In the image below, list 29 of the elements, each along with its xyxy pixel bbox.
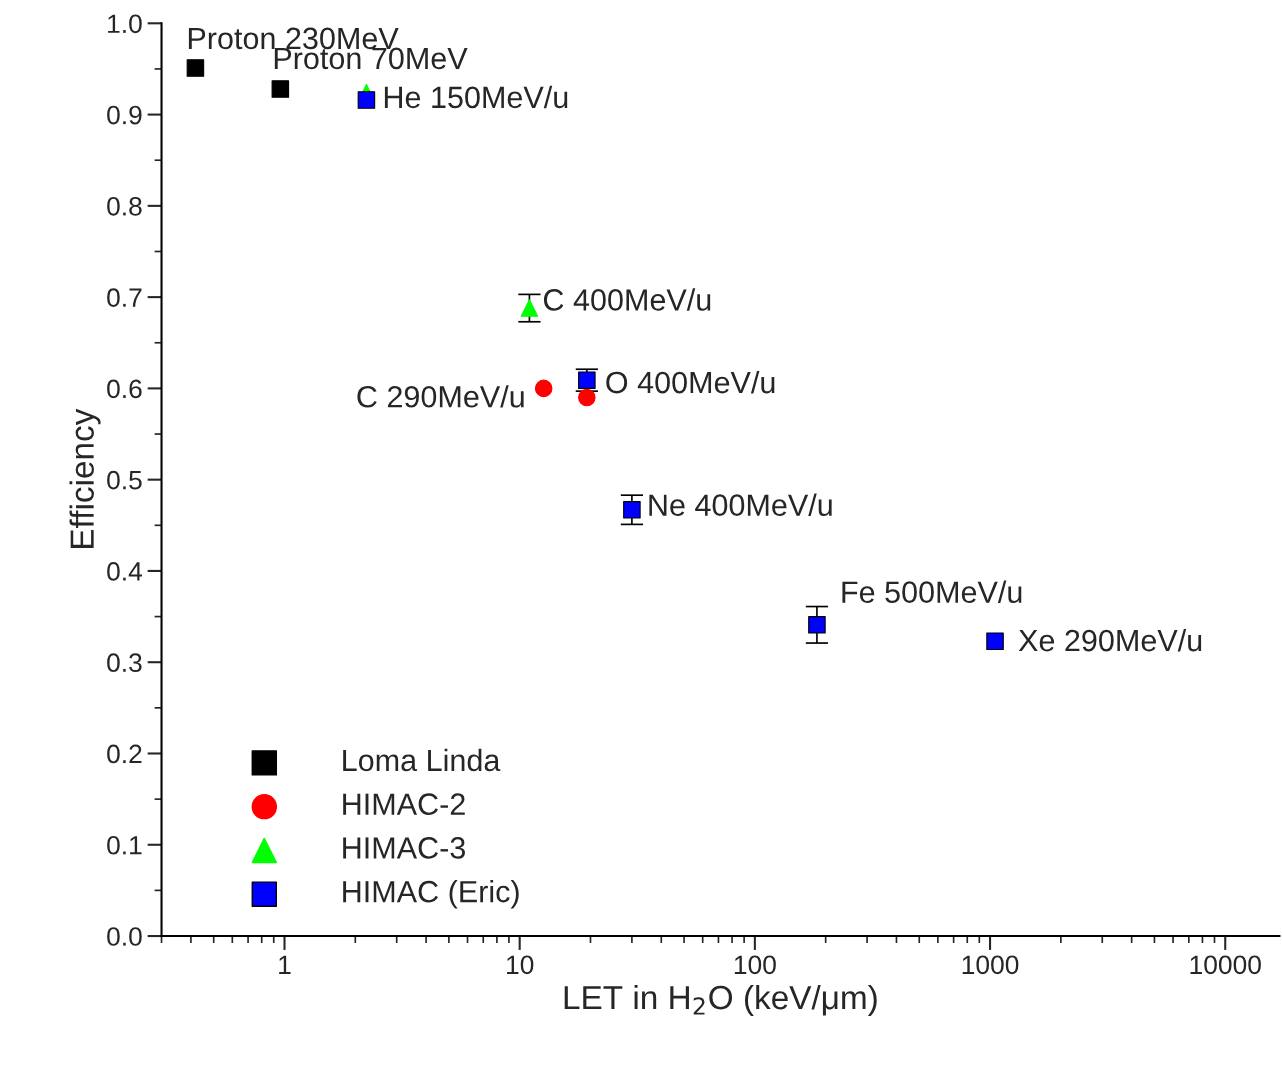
annotation: O 400MeV/u — [606, 370, 775, 394]
x-tick-label: 100 — [734, 955, 776, 975]
legend-label: HIMAC-2 — [343, 793, 465, 815]
x-tick-label: 10 — [507, 955, 534, 975]
legend-label: HIMAC-3 — [343, 837, 465, 859]
y-tick-label: 0.7 — [107, 288, 142, 307]
annotation: He 150MeV/u — [384, 85, 568, 109]
annotation: C 400MeV/u — [543, 288, 711, 311]
y-tick-label: 0.2 — [107, 744, 142, 764]
y-tick-label: 0.9 — [107, 105, 142, 125]
y-axis-title: Efficiency — [69, 408, 101, 548]
y-tick-label: 0.8 — [107, 196, 142, 216]
legend-label: Loma Linda — [343, 748, 501, 772]
annotation: Fe 500MeV/u — [842, 580, 1022, 603]
y-tick-label: 0.5 — [107, 470, 142, 490]
annotation: C 290MeV/u — [357, 385, 524, 408]
y-tick-label: 0.6 — [107, 379, 142, 399]
x-tick-label: 10000 — [1190, 955, 1261, 975]
x-tick-label: 1000 — [962, 955, 1019, 975]
y-tick-label: 1.0 — [108, 14, 142, 34]
y-tick-label: 0.3 — [107, 653, 142, 673]
y-tick-label: 0.4 — [107, 562, 143, 581]
x-tick-label: 1 — [279, 955, 291, 974]
y-tick-label: 0.1 — [107, 835, 142, 855]
legend-label: HIMAC (Eric) — [343, 880, 519, 909]
annotation: Ne 400MeV/u — [649, 493, 832, 516]
annotation: Xe 290MeV/u — [1018, 628, 1202, 652]
y-tick-label: 0.0 — [107, 927, 142, 946]
x-axis-title: LET in H$_{2}$O (keV/μm) — [564, 984, 877, 1016]
